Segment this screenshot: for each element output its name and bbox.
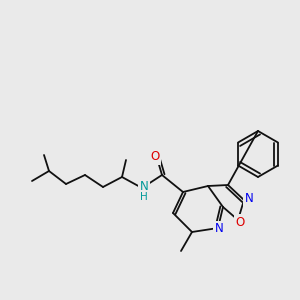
Text: O: O <box>150 151 160 164</box>
Text: H: H <box>140 192 148 202</box>
Text: N: N <box>214 223 224 236</box>
Text: O: O <box>236 215 244 229</box>
Text: N: N <box>244 193 253 206</box>
Text: N: N <box>140 179 148 193</box>
